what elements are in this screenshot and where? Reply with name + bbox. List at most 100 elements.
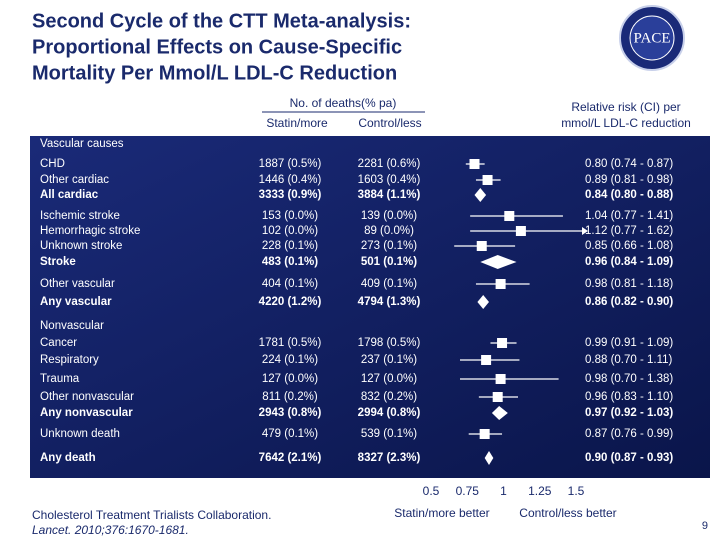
- rr-square: [497, 338, 508, 348]
- row-label: Cancer: [40, 337, 77, 349]
- control-cell: 3884 (1.1%): [358, 189, 421, 201]
- row-label: All cardiac: [40, 189, 99, 201]
- row-label: Nonvascular: [40, 320, 104, 332]
- statin-cell: 228 (0.1%): [262, 240, 318, 252]
- header-deaths: No. of deaths(% pa): [290, 96, 397, 110]
- rr-square: [495, 374, 506, 384]
- x-tick-label: 1.5: [568, 484, 585, 498]
- ci-diamond: [480, 255, 517, 269]
- rr-square: [515, 226, 526, 236]
- control-cell: 8327 (2.3%): [358, 452, 421, 464]
- row-label: Any vascular: [40, 296, 112, 308]
- header-rr: Relative risk (CI) per: [571, 100, 680, 114]
- statin-cell: 404 (0.1%): [262, 278, 318, 290]
- rr-square: [481, 355, 492, 365]
- control-cell: 501 (0.1%): [361, 256, 417, 268]
- control-cell: 832 (0.2%): [361, 391, 417, 403]
- row-label: Trauma: [40, 373, 80, 385]
- control-cell: 1603 (0.4%): [358, 174, 421, 186]
- statin-cell: 127 (0.0%): [262, 373, 318, 385]
- title: Proportional Effects on Cause-Specific: [32, 36, 402, 58]
- rr-label: 0.84 (0.80 - 0.88): [585, 189, 673, 201]
- row-label: Ischemic stroke: [40, 210, 120, 222]
- statin-cell: 7642 (2.1%): [259, 452, 322, 464]
- row-label: Stroke: [40, 256, 76, 268]
- page-number: 9: [702, 520, 708, 532]
- rr-square: [476, 241, 487, 251]
- statin-cell: 4220 (1.2%): [259, 296, 322, 308]
- rr-label: 0.89 (0.81 - 0.98): [585, 174, 673, 186]
- ci-arrow: [582, 227, 588, 235]
- x-tick-label: 0.5: [423, 484, 440, 498]
- statin-cell: 1781 (0.5%): [259, 337, 322, 349]
- rr-label: 0.87 (0.76 - 0.99): [585, 428, 673, 440]
- logo: PACE: [619, 5, 685, 71]
- rr-label: 0.98 (0.70 - 1.38): [585, 373, 673, 385]
- statin-cell: 102 (0.0%): [262, 225, 318, 237]
- row-label: Any death: [40, 452, 96, 464]
- statin-cell: 811 (0.2%): [262, 391, 318, 403]
- statin-cell: 153 (0.0%): [262, 210, 318, 222]
- rr-square: [504, 211, 515, 221]
- statin-cell: 3333 (0.9%): [259, 189, 322, 201]
- control-cell: 273 (0.1%): [361, 240, 417, 252]
- row-label: Unknown death: [40, 428, 120, 440]
- legend-diamond: [130, 484, 175, 496]
- x-label-right: Control/less better: [519, 506, 616, 520]
- x-label-left: Statin/more better: [394, 506, 489, 520]
- ci-diamond: [474, 188, 487, 202]
- control-cell: 1798 (0.5%): [358, 337, 421, 349]
- source: Cholesterol Treatment Trialists Collabor…: [32, 508, 271, 522]
- rr-label: 0.88 (0.70 - 1.11): [585, 354, 673, 366]
- row-label: Vascular causes: [40, 138, 124, 150]
- ci-diamond: [477, 295, 489, 309]
- row-label: Hemorrhagic stroke: [40, 225, 140, 237]
- rr-label: 0.96 (0.84 - 1.09): [585, 256, 673, 268]
- statin-cell: 2943 (0.8%): [259, 407, 322, 419]
- rr-square: [492, 392, 503, 402]
- statin-cell: 483 (0.1%): [262, 256, 318, 268]
- rr-square: [495, 279, 506, 289]
- control-cell: 539 (0.1%): [361, 428, 417, 440]
- rr-square: [482, 175, 493, 185]
- source: Lancet. 2010;376:1670-1681.: [32, 523, 189, 537]
- header-rr: mmol/L LDL-C reduction: [561, 116, 691, 130]
- rr-label: 0.96 (0.83 - 1.10): [585, 391, 673, 403]
- statin-cell: 1446 (0.4%): [259, 174, 322, 186]
- rr-label: 0.90 (0.87 - 0.93): [585, 452, 673, 464]
- ci-diamond: [484, 451, 494, 465]
- header-statin: Statin/more: [266, 116, 328, 130]
- ci-diamond: [491, 406, 508, 420]
- row-label: Any nonvascular: [40, 407, 133, 419]
- legend-text: 99% or: [82, 483, 114, 494]
- control-cell: 409 (0.1%): [361, 278, 417, 290]
- statin-cell: 1887 (0.5%): [259, 158, 322, 170]
- rr-label: 1.04 (0.77 - 1.41): [585, 210, 673, 222]
- x-tick-label: 1: [500, 484, 507, 498]
- row-label: CHD: [40, 158, 65, 170]
- rr-square: [479, 429, 490, 439]
- x-tick-label: 0.75: [456, 484, 480, 498]
- rr-square: [469, 159, 480, 169]
- title: Second Cycle of the CTT Meta-analysis:: [32, 10, 411, 32]
- panel: [30, 136, 710, 478]
- row-label: Respiratory: [40, 354, 99, 366]
- control-cell: 2281 (0.6%): [358, 158, 421, 170]
- control-cell: 139 (0.0%): [361, 210, 417, 222]
- legend-square: [56, 484, 66, 494]
- rr-label: 0.86 (0.82 - 0.90): [585, 296, 673, 308]
- control-cell: 127 (0.0%): [361, 373, 417, 385]
- control-cell: 4794 (1.3%): [358, 296, 421, 308]
- row-label: Other cardiac: [40, 174, 109, 186]
- rr-label: 0.98 (0.81 - 1.18): [585, 278, 673, 290]
- control-cell: 2994 (0.8%): [358, 407, 421, 419]
- row-label: Other nonvascular: [40, 391, 134, 403]
- row-label: Other vascular: [40, 278, 115, 290]
- x-tick-label: 1.25: [528, 484, 552, 498]
- row-label: Unknown stroke: [40, 240, 122, 252]
- rr-label: 0.99 (0.91 - 1.09): [585, 337, 673, 349]
- logo-text: PACE: [634, 30, 671, 46]
- control-cell: 237 (0.1%): [361, 354, 417, 366]
- statin-cell: 224 (0.1%): [262, 354, 318, 366]
